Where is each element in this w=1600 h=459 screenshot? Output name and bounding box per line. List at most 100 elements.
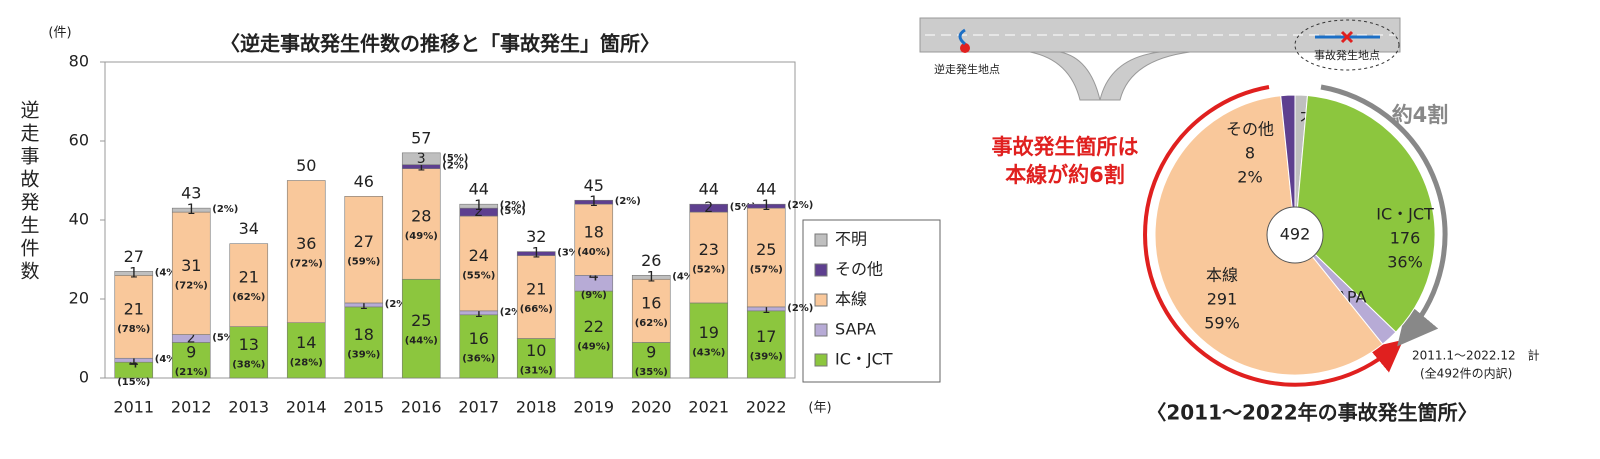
legend-label: IC・JCT [835,350,893,369]
y-axis-label: 逆走事故発生件数 [18,100,40,284]
share-label: (2%) [500,200,526,211]
share-label: (3%) [557,248,583,259]
x-tick-label: 2013 [228,398,269,417]
share-label: (2%) [385,299,411,310]
data-label: 21 [526,280,546,299]
legend-label: SAPA [835,320,876,339]
bar-segment [631,342,671,379]
y-tick-label: 40 [69,210,89,229]
bar-segment [516,251,556,256]
data-label: 1 [589,194,598,210]
bar-segment [114,271,154,276]
data-label: 16 [641,293,661,312]
data-label: 16 [469,329,489,348]
y-tick-label: 20 [69,289,89,308]
share-label: (49%) [577,342,610,353]
y-tick-label: 80 [69,52,89,71]
share-label: (4%) [155,267,181,278]
legend-swatch [814,323,828,337]
bar-segment [171,211,211,335]
data-label: 2 [704,200,713,216]
data-label: 1 [129,352,138,368]
data-label: 21 [239,268,259,287]
data-label: 19 [699,323,719,342]
data-label: 14 [296,333,316,352]
share-label: (62%) [635,318,668,329]
share-label: (28%) [290,357,323,368]
total-label: 26 [641,251,661,270]
bar-segment [286,180,326,323]
share-label: (31%) [520,365,553,376]
bar-segment [574,290,614,379]
share-label: (57%) [750,265,783,276]
data-label: 21 [124,299,144,318]
legend-label: その他 [835,260,883,279]
share-label: (66%) [520,304,553,315]
legend-swatch [814,293,828,307]
share-label: (72%) [290,259,323,270]
bar-segment [516,255,556,339]
share-label: (72%) [175,280,208,291]
x-unit: (年) [808,401,831,416]
data-label: 1 [187,202,196,218]
center-hole [1266,206,1324,264]
data-label: 17 [756,327,776,346]
data-label: 1 [359,297,368,313]
x-tick-label: 2016 [401,398,442,417]
annotation: (全492件の内訳) [1420,366,1512,381]
total-label: 34 [239,219,259,238]
share-label: (40%) [577,247,610,258]
pie-title: 〈2011～2022年の事故発生箇所〉 [1146,401,1477,425]
slice-name: 本線 [1206,266,1238,285]
bar-segment [229,326,269,379]
slice-value: 8 [1245,144,1255,163]
bar-segment [631,274,671,280]
total-label: 45 [584,176,604,195]
data-label: 1 [647,269,656,285]
x-tick-label: 2018 [516,398,557,417]
bar-segment [631,278,671,343]
bar-segment [401,168,441,280]
share-label: (59%) [347,257,380,268]
bar-segment [746,207,786,308]
share-label: (52%) [692,265,725,276]
x-tick-label: 2020 [631,398,672,417]
bar-segment [344,306,384,379]
data-label: 1 [129,265,138,281]
share-label: (35%) [635,367,668,378]
bar-segment [746,203,786,209]
bar-segment [689,203,729,213]
data-label: 18 [584,222,604,241]
x-tick-label: 2021 [688,398,729,417]
share-label: (38%) [232,359,265,370]
share-label: (2%) [615,196,641,207]
total-label: 57 [411,128,431,147]
total-label: 27 [124,247,144,266]
share-label: (5%) [500,206,526,217]
data-label: 10 [526,341,546,360]
bar-segment [459,203,499,209]
data-label: 31 [181,256,201,275]
share-label: (4%) [155,354,181,365]
share-label: (9%) [581,290,607,301]
data-label: 22 [584,317,604,336]
x-tick-label: 2014 [286,398,327,417]
bar-segment [401,278,441,379]
legend-swatch [814,233,828,247]
share-label: (2%) [442,161,468,172]
bar-segment [574,199,614,205]
data-label: 1 [417,159,426,175]
bar-segment [746,310,786,379]
data-label: 1 [474,305,483,321]
annotation: 逆走発生地点 [934,62,1000,76]
data-label: 2 [187,331,196,347]
bar-segment [689,211,729,304]
data-label: 9 [186,343,196,362]
share-label: (43%) [692,347,725,358]
share-label: (4%) [672,271,698,282]
data-label: 3 [417,151,426,167]
share-label: (2%) [787,303,813,314]
legend-swatch [814,263,828,277]
data-label: 28 [411,206,431,225]
bar-segment [401,152,441,166]
